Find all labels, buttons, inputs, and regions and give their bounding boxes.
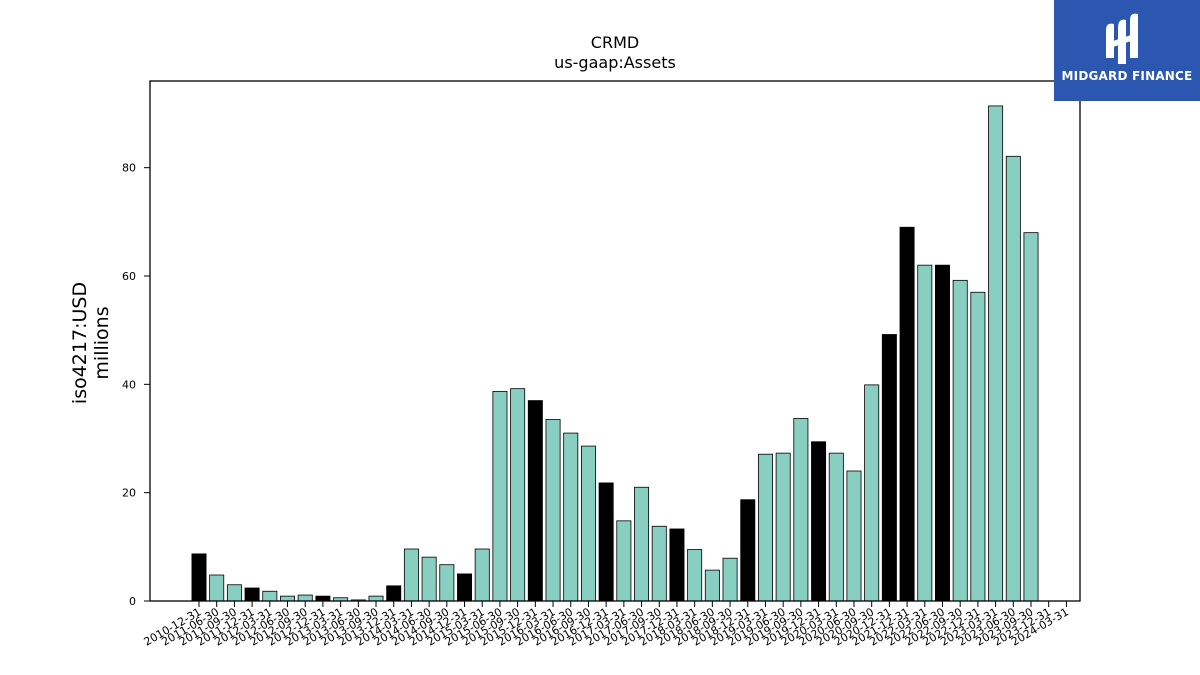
bar-2020-06-30 (846, 470, 862, 602)
logo-text: MIDGARD FINANCE (1061, 69, 1193, 83)
bar-2012-12-31 (315, 595, 331, 602)
bar-2017-03-31 (616, 520, 632, 602)
midgard-logo-icon (1106, 13, 1138, 64)
bar-2022-09-30 (952, 279, 968, 602)
bar-2022-12-31 (970, 291, 986, 602)
y-tick-label: 40 (122, 378, 136, 391)
bar-2015-03-31 (474, 548, 490, 602)
bar-2020-03-31 (828, 452, 844, 602)
plot-frame (149, 80, 1081, 602)
bar-2016-12-31 (598, 482, 614, 602)
bar-2016-03-31 (545, 419, 561, 602)
x-ticks-group: 2010-12-312011-06-302011-09-302011-12-31… (142, 601, 1071, 649)
bar-2019-12-31 (811, 441, 827, 602)
bar-2011-06-30 (209, 574, 225, 602)
bar-2018-12-31 (740, 499, 756, 602)
bar-2015-06-30 (492, 390, 508, 602)
bar-2022-06-30 (935, 264, 950, 602)
bar-2015-12-31 (527, 400, 543, 602)
bar-2011-09-30 (226, 584, 242, 602)
bar-2012-09-30 (297, 594, 313, 602)
y-tick-label: 80 (122, 162, 136, 175)
y-axis-label: iso4217:USD (69, 282, 91, 404)
bar-2021-12-31 (899, 226, 915, 602)
y-tick-label: 0 (129, 595, 136, 608)
bar-2010-12-31 (191, 553, 207, 602)
bar-2011-12-31 (244, 587, 260, 602)
bars-group (191, 105, 1039, 602)
bar-2018-09-30 (722, 557, 738, 602)
bar-2012-06-30 (280, 595, 295, 602)
chart-title: CRMD (591, 33, 639, 52)
bar-2023-09-30 (1023, 232, 1039, 602)
bar-2017-09-30 (651, 525, 667, 602)
y-tick-label: 20 (122, 487, 136, 500)
bar-2019-09-30 (793, 418, 809, 602)
chart-subtitle: us-gaap:Assets (554, 53, 676, 72)
y-ticks-group: 0 20 40 60 80 (122, 162, 150, 608)
bar-2022-03-31 (917, 264, 933, 602)
bar-2016-06-30 (563, 432, 579, 602)
bar-2015-09-30 (510, 388, 526, 602)
y-axis-label-group: iso4217:USD millions (69, 282, 113, 404)
bar-2023-06-30 (1005, 155, 1021, 602)
bar-2023-03-31 (988, 105, 1004, 602)
bar-2018-03-31 (687, 549, 703, 602)
bar-2014-06-30 (421, 556, 437, 602)
bar-2017-06-30 (634, 486, 650, 602)
bar-2013-12-31 (386, 585, 402, 602)
y-axis-units: millions (91, 306, 113, 379)
bar-2020-09-30 (864, 384, 880, 602)
bar-2014-12-31 (457, 573, 473, 602)
y-tick-label: 60 (122, 270, 136, 283)
bar-2014-03-31 (403, 548, 419, 602)
midgard-finance-logo: MIDGARD FINANCE (1054, 0, 1200, 101)
bar-2019-06-30 (775, 452, 791, 602)
bar-2012-03-31 (262, 590, 278, 602)
bar-2019-03-31 (757, 453, 773, 602)
bar-2013-09-30 (368, 595, 384, 602)
bar-2018-06-30 (704, 569, 720, 602)
bar-2020-12-31 (881, 334, 897, 602)
bar-2014-09-30 (439, 564, 455, 602)
bar-2016-09-30 (580, 445, 596, 602)
bar-2017-12-31 (669, 528, 685, 602)
